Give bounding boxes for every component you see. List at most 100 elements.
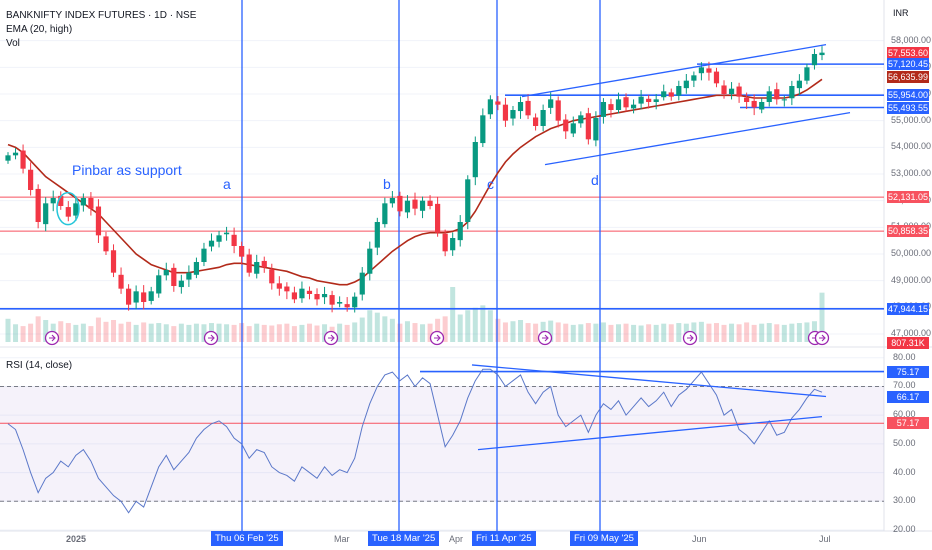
volume-bar [141,322,147,342]
volume-bars [5,287,825,342]
arrow-right-icon [819,334,826,342]
candle-body [774,89,780,100]
candle-body [58,195,64,206]
rsi-line [7,364,827,514]
volume-bar [729,323,735,342]
candle-body [457,222,463,241]
volume-bar [593,323,599,342]
candle-body [246,254,252,273]
volume-bar [631,324,637,342]
candle-body [585,113,591,140]
highlighted-date-tag: Thu 06 Feb '25 [211,531,283,546]
volume-bar [661,323,667,342]
symbol-title: BANKNIFTY INDEX FUTURES · 1D · NSE [6,10,197,21]
channel-lower-line [544,112,851,166]
candle-body [796,80,802,89]
volume-bar [20,326,26,342]
event-icon[interactable] [323,330,339,346]
candle-body [28,169,34,190]
ema-legend[interactable]: EMA (20, high) [6,24,73,35]
price-tag: 807.31K [887,337,929,350]
candle-body [427,200,433,206]
candle-body [540,110,546,126]
volume-bar [126,321,132,342]
price-tag: 56,635.99 [887,71,929,84]
candle-body [329,295,335,305]
arrow-right-icon [687,334,694,342]
arrow-right-icon [49,334,56,342]
price-tick-label: 49,000.00 [891,274,932,285]
event-icon[interactable] [203,330,219,346]
candle-body [638,96,644,104]
annotation-c: c [487,176,494,192]
volume-bar [668,324,674,342]
event-icon[interactable] [429,330,445,346]
price-tag: 57,120.45 [887,58,929,71]
price-tag: 47,944.15 [887,302,929,315]
candle-body [442,233,448,252]
volume-bar [616,324,621,342]
volume-bar [65,323,71,342]
rsi-lower-trendline [477,415,823,451]
candle-body [435,203,441,233]
volume-bar [193,323,199,342]
volume-bar [706,323,712,342]
volume-bar [427,323,433,342]
volume-bar [186,324,192,342]
volume-bar [638,325,644,342]
rsi-tick-label: 80.00 [893,351,916,362]
candle-body [706,68,712,73]
candle-body [337,302,343,304]
time-tick-label: Apr [449,534,464,544]
event-icon[interactable] [814,330,830,346]
event-icon[interactable] [537,330,553,346]
volume-bar [291,326,297,342]
time-tick-label: Mar [334,534,350,544]
rsi-tick-label: 50.00 [893,437,916,448]
candle-body [751,100,757,108]
candle-body [615,99,622,110]
candle-body [352,296,358,308]
volume-bar [435,318,441,342]
price-tick-label: 54,000.00 [891,141,932,152]
volume-bar [111,320,117,342]
arrow-right-icon [434,334,441,342]
candle-body [563,119,569,132]
volume-bar [269,325,275,342]
horizontal-levels [0,63,884,424]
event-icon[interactable] [682,330,698,346]
volume-bar [578,324,584,342]
candle-body [397,195,403,212]
candle-body [450,238,456,251]
candle-body [201,248,207,262]
volume-bar [721,324,727,342]
volume-bar [502,322,508,342]
candle-body [578,115,584,124]
candle-body [12,152,19,156]
volume-bar [397,323,403,342]
candle-body [517,102,524,112]
highlighted-date-tag: Tue 18 Mar '25 [368,531,440,546]
event-icon[interactable] [44,330,60,346]
rsi-tag: 57.17 [887,417,929,430]
candle-body [344,304,350,308]
candle-body [419,200,426,211]
volume-bar [322,324,328,342]
volume-bar [231,324,237,342]
candle-body [110,250,117,273]
volume-bar [744,322,750,342]
candle-body [88,198,94,209]
volume-bar [600,322,606,342]
volume-bar [73,324,79,342]
candle-body [728,88,735,94]
currency-label[interactable]: INR [893,8,909,18]
candle-body [95,206,102,236]
candle-body [148,291,154,301]
volume-legend[interactable]: Vol [6,38,20,49]
candle-body [269,269,275,284]
volume-bar [510,321,516,342]
volume-bar [156,323,162,342]
rsi-legend[interactable]: RSI (14, close) [6,360,73,371]
rsi-tick-label: 20.00 [893,524,916,534]
